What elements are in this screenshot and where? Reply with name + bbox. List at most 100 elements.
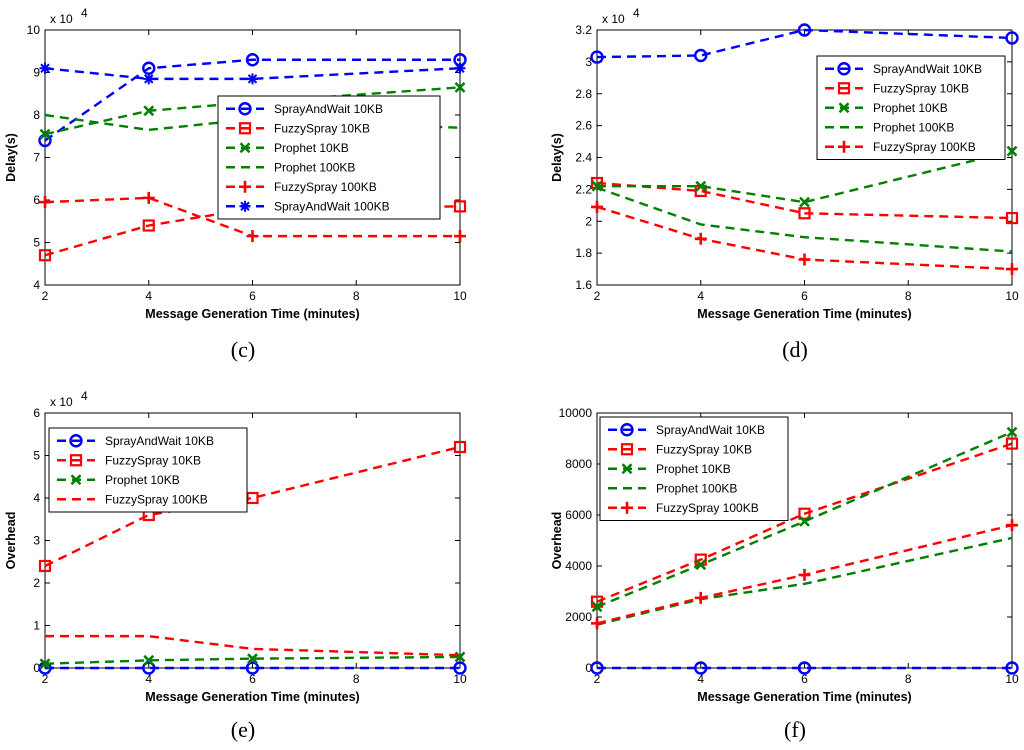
legend-label: FuzzySpray 10KB [873, 81, 969, 95]
legend-label: Prophet 100KB [274, 160, 355, 174]
data-point [453, 440, 467, 454]
series-sprayandwait-10kb [590, 23, 1019, 64]
data-point [1005, 661, 1019, 675]
series-fuzzyspray-100kb [591, 519, 1018, 630]
legend: SprayAndWait 10KB FuzzySpray 10KB Prophet … [816, 55, 1006, 160]
data-point [39, 128, 51, 140]
data-point [453, 200, 467, 213]
legend: SprayAndWait 10KB FuzzySpray 10KB Prophet … [217, 95, 441, 220]
legend-marker [838, 140, 850, 153]
legend-label: Prophet 10KB [274, 141, 349, 155]
data-point [799, 515, 810, 527]
series-fuzzyspray-100kb [45, 634, 461, 657]
x-tick-label: 10 [1005, 672, 1019, 686]
y-axis-label: Overhead [550, 512, 564, 570]
legend-marker [838, 102, 850, 114]
chart-panel-4: 2 4 6 8 10 0 2000 4000 6000 8000 10000 Message Gene… [550, 406, 1019, 742]
y-axis-label: Delay(s) [4, 133, 18, 182]
data-point [798, 253, 811, 266]
legend-label: SprayAndWait 10KB [105, 434, 214, 448]
y-tick-label: 3 [33, 534, 40, 548]
data-point [454, 651, 466, 663]
y-tick-label: 1 [33, 619, 40, 633]
data-point [39, 658, 51, 670]
data-point [1006, 426, 1018, 438]
x-tick-label: 6 [801, 289, 808, 303]
y-tick-label: 6 [33, 406, 40, 420]
y-tick-label: 2.2 [575, 182, 592, 196]
legend-label: FuzzySpray 10KB [656, 442, 752, 456]
x-axis-label: Message Generation Time (minutes) [697, 307, 911, 321]
y-tick-label: 3 [585, 55, 592, 69]
y-tick-label: 2.4 [575, 151, 592, 165]
legend-label: FuzzySpray 100KB [274, 180, 377, 194]
panel-caption: (e) [231, 717, 255, 742]
legend-marker [621, 501, 633, 514]
data-point [1006, 145, 1018, 157]
x-tick-label: 10 [1005, 289, 1019, 303]
series-line [596, 524, 1013, 625]
series-prophet-100kb [596, 536, 1013, 626]
data-point [453, 661, 467, 675]
series-line [44, 58, 460, 142]
data-point [38, 249, 52, 262]
x-tick-label: 2 [42, 672, 49, 686]
y-tick-label: 8 [33, 108, 40, 122]
series-line [596, 536, 1013, 626]
series-line [596, 28, 1013, 59]
y-tick-label: 6 [33, 193, 40, 207]
data-point [143, 105, 155, 117]
legend-label: Prophet 100KB [656, 481, 737, 495]
y-tick-label: 2.8 [575, 87, 592, 101]
panel-caption: (d) [782, 337, 808, 362]
y-tick-label: 0 [33, 661, 40, 675]
legend-label: Prophet 100KB [873, 120, 954, 134]
x-tick-label: 8 [353, 672, 360, 686]
legend-box [217, 95, 441, 220]
y-tick-label: 2000 [565, 610, 592, 624]
panel-caption: (f) [784, 717, 806, 742]
data-point [797, 661, 812, 675]
y-tick-label: 4000 [565, 559, 592, 573]
data-point [1006, 519, 1018, 532]
legend: SprayAndWait 10KB FuzzySpray 10KB Prophet … [48, 427, 248, 513]
legend-label: Prophet 10KB [873, 101, 948, 115]
data-point [590, 661, 604, 675]
x-tick-label: 6 [801, 672, 808, 686]
legend-marker [69, 434, 83, 448]
legend-label: Prophet 10KB [656, 462, 731, 476]
series-line [597, 149, 1013, 204]
y-tick-label: 4 [33, 491, 40, 505]
legend-marker [239, 180, 251, 193]
data-point [695, 559, 707, 571]
data-point [591, 200, 603, 213]
y-axis-label: Overhead [4, 512, 18, 570]
chart-panel-3: 2 4 6 8 10 0 1 2 3 4 5 6 x 10 4 Message Generation Tim… [4, 389, 467, 742]
panel-caption: (c) [231, 337, 255, 362]
legend-label: SprayAndWait 10KB [274, 102, 383, 116]
y-tick-label: 4 [33, 278, 40, 292]
axis-exponent-power: 4 [81, 389, 88, 403]
y-tick-label: 10 [27, 23, 41, 37]
legend-marker [238, 122, 252, 135]
legend-marker [620, 423, 634, 437]
series-sprayandwait-100kb [39, 62, 466, 85]
series-prophet-10kb [39, 651, 466, 670]
axis-exponent-label: x 10 [50, 395, 73, 409]
data-point [591, 617, 603, 630]
legend-label: SprayAndWait 100KB [274, 199, 390, 213]
x-tick-label: 4 [145, 289, 152, 303]
x-tick-label: 2 [594, 289, 601, 303]
legend-marker [239, 142, 251, 154]
series-fuzzyspray-100kb [591, 200, 1018, 276]
legend-label: FuzzySpray 10KB [274, 121, 370, 135]
data-point [246, 230, 259, 243]
data-point [798, 568, 811, 581]
data-point [694, 661, 708, 675]
axis-exponent-label: x 10 [602, 12, 625, 26]
legend-marker [621, 463, 633, 475]
series-prophet-100kb [44, 113, 461, 132]
data-point [1005, 211, 1019, 225]
y-tick-label: 6000 [565, 508, 592, 522]
